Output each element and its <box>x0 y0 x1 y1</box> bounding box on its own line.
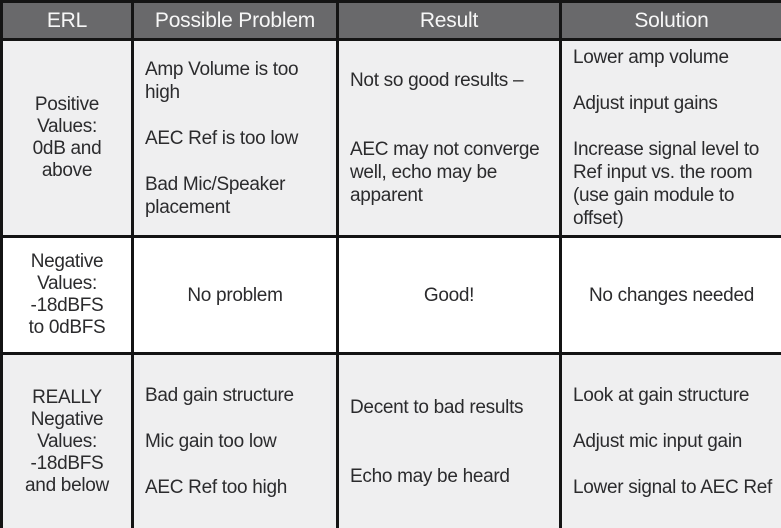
cell-really-negative-result: Decent to bad results Echo may be heard <box>336 352 562 528</box>
header-row: ERL Possible Problem Result Solution <box>0 0 781 41</box>
cell-positive-result: Not so good results – AEC may not conver… <box>336 38 562 238</box>
cell-really-negative-erl: REALLY Negative Values: -18dBFS and belo… <box>0 352 134 528</box>
row-negative-values: Negative Values: -18dBFS to 0dBFS No pro… <box>0 235 781 355</box>
cell-positive-solution: Lower amp volume Adjust input gains Incr… <box>559 38 781 238</box>
cell-really-negative-problem: Bad gain structure Mic gain too low AEC … <box>131 352 339 528</box>
cell-negative-result: Good! <box>336 235 562 355</box>
row-positive-values: Positive Values: 0dB and above Amp Volum… <box>0 38 781 238</box>
cell-really-negative-solution: Look at gain structure Adjust mic input … <box>559 352 781 528</box>
row-really-negative-values: REALLY Negative Values: -18dBFS and belo… <box>0 352 781 528</box>
header-cell-solution: Solution <box>559 0 781 41</box>
header-cell-result: Result <box>336 0 562 41</box>
cell-positive-problem: Amp Volume is too high AEC Ref is too lo… <box>131 38 339 238</box>
cell-negative-erl: Negative Values: -18dBFS to 0dBFS <box>0 235 134 355</box>
header-cell-erl: ERL <box>0 0 134 41</box>
cell-positive-erl: Positive Values: 0dB and above <box>0 38 134 238</box>
cell-negative-solution: No changes needed <box>559 235 781 355</box>
cell-negative-problem: No problem <box>131 235 339 355</box>
header-cell-possible-problem: Possible Problem <box>131 0 339 41</box>
